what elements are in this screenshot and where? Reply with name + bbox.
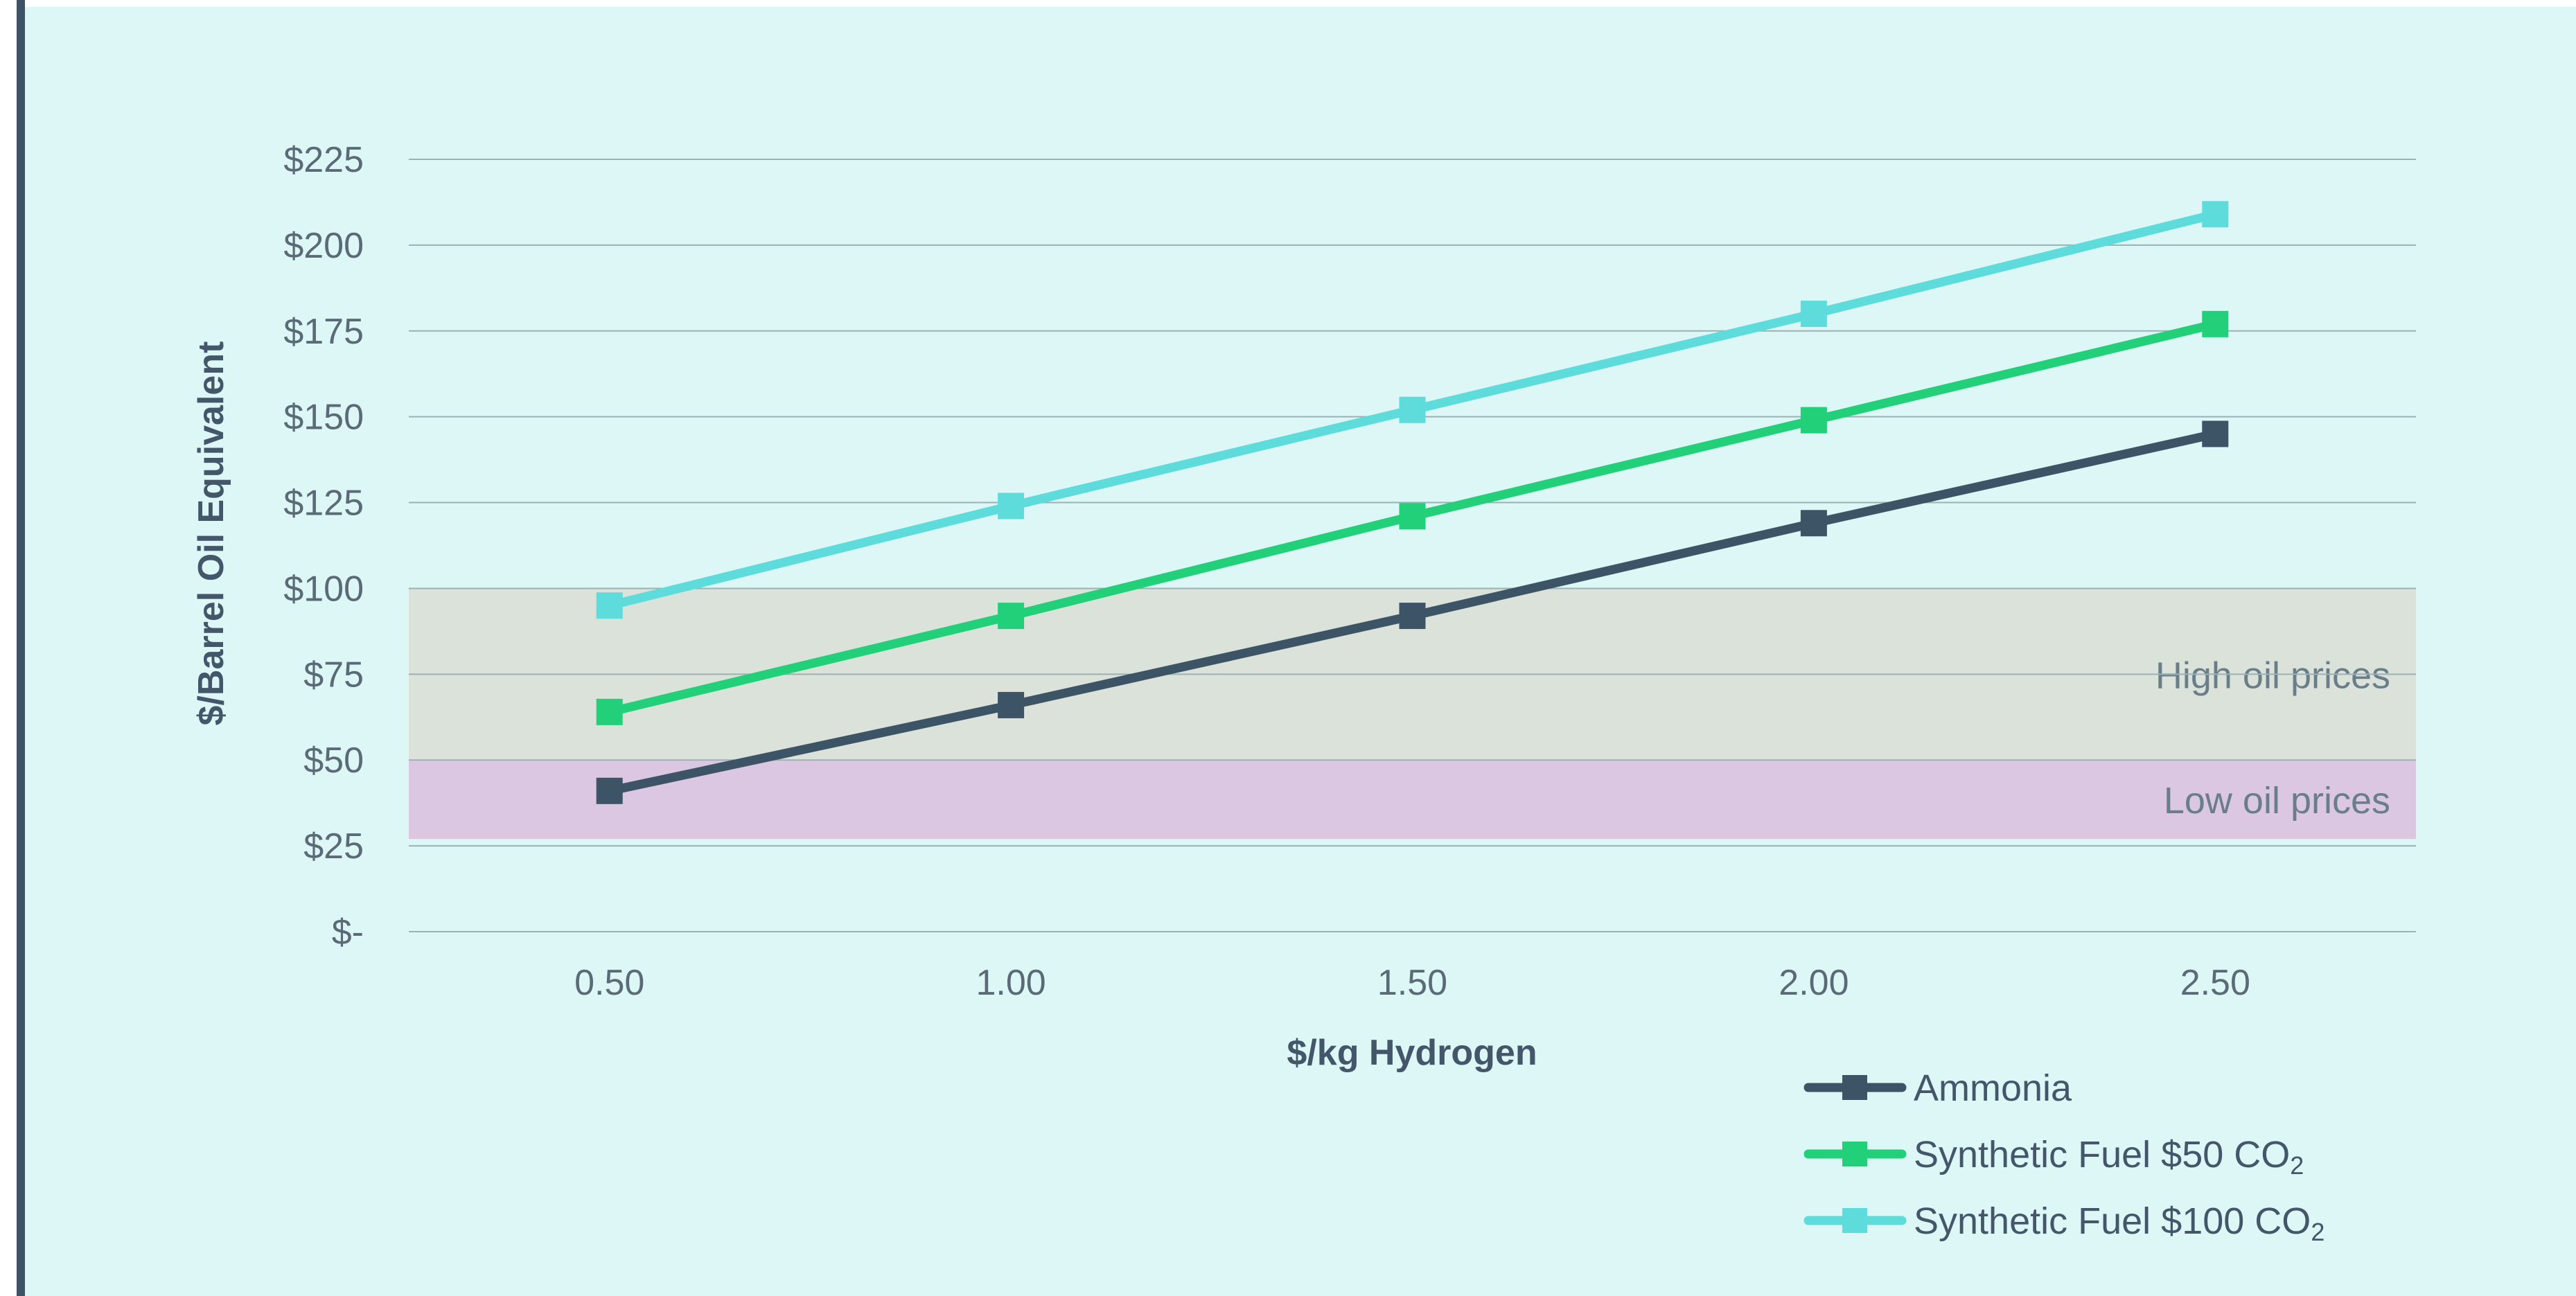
data-point [1399,603,1426,630]
data-point [998,691,1025,718]
data-point [1800,510,1827,537]
y-tick-label: $25 [303,826,364,867]
legend-item-synthetic-fuel-50-co2: Synthetic Fuel $50 CO2 [1803,1134,2304,1180]
x-tick-label: 2.50 [2180,963,2250,1003]
series-lines [596,201,2229,804]
data-point [596,777,623,804]
legend-label: Ammonia [1914,1067,2072,1109]
x-tick-label: 1.50 [1377,963,1447,1003]
left-border-rule [17,0,25,1296]
y-tick-label: $200 [283,226,364,266]
legend-label-text: Synthetic Fuel $100 CO [1914,1200,2311,1242]
data-point [596,592,623,619]
data-point [998,492,1025,520]
y-tick-label: $50 [303,740,364,781]
legend-label: Synthetic Fuel $100 CO2 [1914,1200,2324,1246]
series-synthetic-fuel-50-co2 [596,310,2229,725]
legend-item-ammonia: Ammonia [1803,1067,2072,1109]
data-point [1800,301,1827,327]
data-point [998,603,1025,630]
x-tick-label: 2.00 [1779,963,1849,1003]
x-tick-label: 0.50 [574,963,644,1003]
y-axis-ticks: $- $25 $50 $75 $100 $125 $150 $175 $200 $225 [283,140,364,952]
data-point [2202,201,2229,228]
y-tick-label: $75 [303,655,364,695]
data-point [1399,396,1426,423]
x-axis-title: $/kg Hydrogen [1287,1033,1537,1073]
series-synthetic-fuel-100-co2 [596,201,2229,619]
y-tick-label: $125 [283,483,364,524]
legend-swatch-marker [1842,1208,1867,1233]
y-axis-title: $/Barrel Oil Equivalent [191,341,231,726]
y-tick-label: $- [332,912,364,952]
y-tick-label: $225 [283,140,364,180]
band-label-low-oil-prices: Low oil prices [2164,780,2390,822]
y-tick-label: $100 [283,569,364,609]
legend-label-text: Synthetic Fuel $50 CO [1914,1134,2290,1175]
legend-item-synthetic-fuel-100-co2: Synthetic Fuel $100 CO2 [1803,1200,2324,1246]
data-point [1399,503,1426,530]
legend-label-text: Ammonia [1914,1067,2072,1109]
y-tick-label: $150 [283,398,364,438]
legend-label-subscript: 2 [2311,1218,2324,1246]
legend-swatch-marker [1842,1075,1867,1100]
data-point [2202,420,2229,447]
x-tick-label: 1.00 [976,963,1046,1003]
x-axis-ticks: 0.50 1.00 1.50 2.00 2.50 [574,963,2250,1003]
legend-label: Synthetic Fuel $50 CO2 [1914,1134,2304,1180]
band-label-high-oil-prices: High oil prices [2155,655,2390,696]
legend-swatch-marker [1842,1142,1867,1166]
legend-label-subscript: 2 [2290,1151,2304,1180]
y-tick-label: $175 [283,312,364,352]
band-low-oil-prices [409,760,2416,840]
data-point [2202,310,2229,337]
series-ammonia [596,420,2229,804]
data-point [596,698,623,725]
data-point [1800,407,1827,434]
